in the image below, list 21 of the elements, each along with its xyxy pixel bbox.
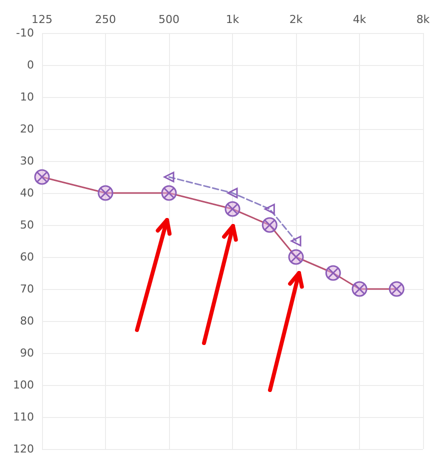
y-tick-label: 100: [13, 378, 34, 392]
y-tick-label: 120: [13, 442, 34, 455]
y-tick-label: 20: [20, 122, 34, 136]
x-tick-label: 8k: [416, 13, 430, 26]
x-tick-label: 1k: [226, 13, 240, 26]
y-tick-label: 110: [13, 410, 34, 424]
y-tick-label: 40: [20, 186, 34, 200]
y-tick-label: 0: [27, 58, 34, 72]
y-tick-label: 50: [20, 218, 34, 232]
x-tick-label: 125: [32, 13, 52, 26]
y-tick-label: 90: [20, 346, 34, 360]
y-tick-label: 30: [20, 154, 34, 168]
y-tick-label: 70: [20, 282, 34, 296]
y-tick-label: 80: [20, 314, 34, 328]
x-tick-label: 4k: [352, 13, 367, 26]
y-tick-label: 10: [20, 90, 34, 104]
y-tick-label: -10: [16, 26, 34, 40]
x-tick-label: 2k: [289, 13, 304, 26]
x-tick-label: 500: [158, 13, 180, 26]
x-tick-label: 250: [95, 13, 116, 26]
y-tick-label: 60: [20, 250, 34, 264]
